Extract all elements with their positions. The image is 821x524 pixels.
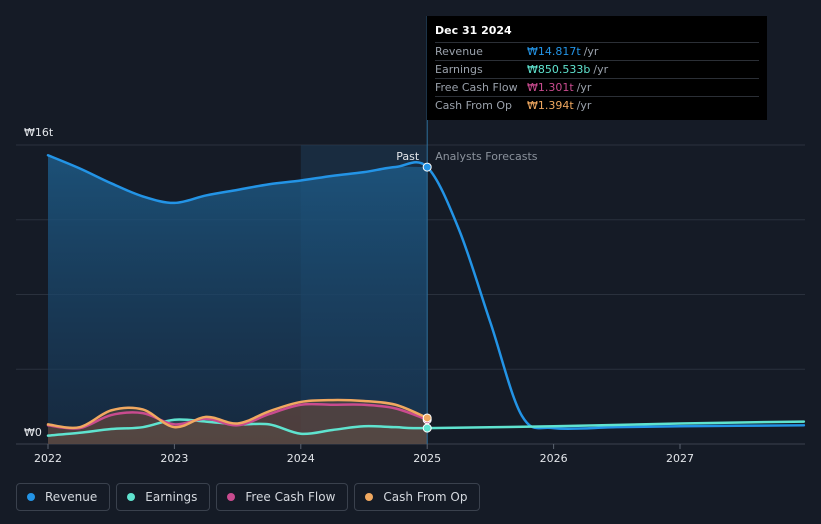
legend-item-revenue[interactable]: Revenue bbox=[16, 483, 111, 511]
tooltip-row-value: ₩850.533b bbox=[527, 63, 591, 76]
tooltip-row-value: ₩1.301t bbox=[527, 81, 574, 94]
revenue-line bbox=[46, 154, 806, 431]
chart-area: Past Analysts Forecasts ₩16t ₩0 2022 2023… bbox=[16, 16, 806, 465]
x-tick-label: 2024 bbox=[287, 452, 315, 465]
y-axis-bottom-label: ₩0 bbox=[24, 426, 42, 439]
x-tick-label: 2026 bbox=[540, 452, 568, 465]
revenue-area bbox=[48, 155, 428, 444]
tooltip-row-unit: /yr bbox=[576, 99, 592, 112]
tooltip-row: Cash From Op ₩1.394t/yr bbox=[435, 96, 759, 114]
legend-dot-icon bbox=[227, 493, 236, 501]
revenue-marker bbox=[422, 162, 432, 172]
series-markers bbox=[422, 162, 432, 433]
legend-dot-icon bbox=[27, 493, 35, 501]
tooltip-row-label: Cash From Op bbox=[435, 99, 513, 112]
forecast-label: Analysts Forecasts bbox=[435, 150, 538, 163]
tooltip-row-value: ₩14.817t bbox=[527, 45, 581, 58]
legend-item-free-cash-flow[interactable]: Free Cash Flow bbox=[216, 483, 349, 511]
series-areas bbox=[48, 155, 428, 444]
legend-label: Cash From Op bbox=[383, 490, 468, 504]
legend-item-cash-from-op[interactable]: Cash From Op bbox=[354, 483, 481, 511]
tooltip-panel: Dec 31 2024 Revenue ₩14.817t/yr Earnings ₩8… bbox=[427, 16, 767, 120]
legend-dot-icon bbox=[127, 493, 136, 501]
tooltip-row-label: Free Cash Flow bbox=[435, 81, 518, 94]
chart-legend: Revenue Earnings Free Cash Flow Cash From O… bbox=[16, 483, 481, 511]
legend-label: Free Cash Flow bbox=[245, 490, 336, 504]
earnings-line bbox=[46, 418, 806, 437]
legend-label: Revenue bbox=[45, 490, 98, 504]
tooltip-row-unit: /yr bbox=[583, 45, 599, 58]
legend-dot-icon bbox=[365, 493, 374, 501]
tooltip-row-label: Revenue bbox=[435, 45, 483, 58]
free-cash-flow-line bbox=[46, 402, 429, 430]
past-label: Past bbox=[396, 150, 420, 163]
cash-from-op-marker bbox=[422, 413, 432, 423]
earnings-marker bbox=[422, 423, 432, 433]
tooltip-row-label: Earnings bbox=[435, 63, 483, 76]
x-tick-label: 2023 bbox=[160, 452, 188, 465]
tooltip-rows: Revenue ₩14.817t/yr Earnings ₩850.533b/yr Fr… bbox=[435, 42, 759, 114]
cash-from-op-line bbox=[46, 398, 429, 430]
legend-label: Earnings bbox=[145, 490, 198, 504]
series-lines bbox=[46, 154, 806, 437]
tooltip-row: Earnings ₩850.533b/yr bbox=[435, 60, 759, 78]
x-tick-label: 2027 bbox=[666, 452, 694, 465]
x-tick-label: 2025 bbox=[413, 452, 441, 465]
legend-item-earnings[interactable]: Earnings bbox=[116, 483, 211, 511]
tooltip-row-unit: /yr bbox=[593, 63, 609, 76]
tooltip-row-unit: /yr bbox=[576, 81, 592, 94]
tooltip-row: Free Cash Flow ₩1.301t/yr bbox=[435, 78, 759, 96]
earnings-area bbox=[48, 419, 428, 444]
tooltip-row: Revenue ₩14.817t/yr bbox=[435, 42, 759, 60]
x-axis-ticks: 2022 2023 2024 2025 2026 2027 bbox=[34, 444, 694, 465]
y-axis-top-label: ₩16t bbox=[24, 126, 54, 139]
tooltip-date: Dec 31 2024 bbox=[435, 24, 512, 37]
x-tick-label: 2022 bbox=[34, 452, 62, 465]
cash-from-op-area bbox=[48, 400, 428, 444]
tooltip-row-value: ₩1.394t bbox=[527, 99, 574, 112]
